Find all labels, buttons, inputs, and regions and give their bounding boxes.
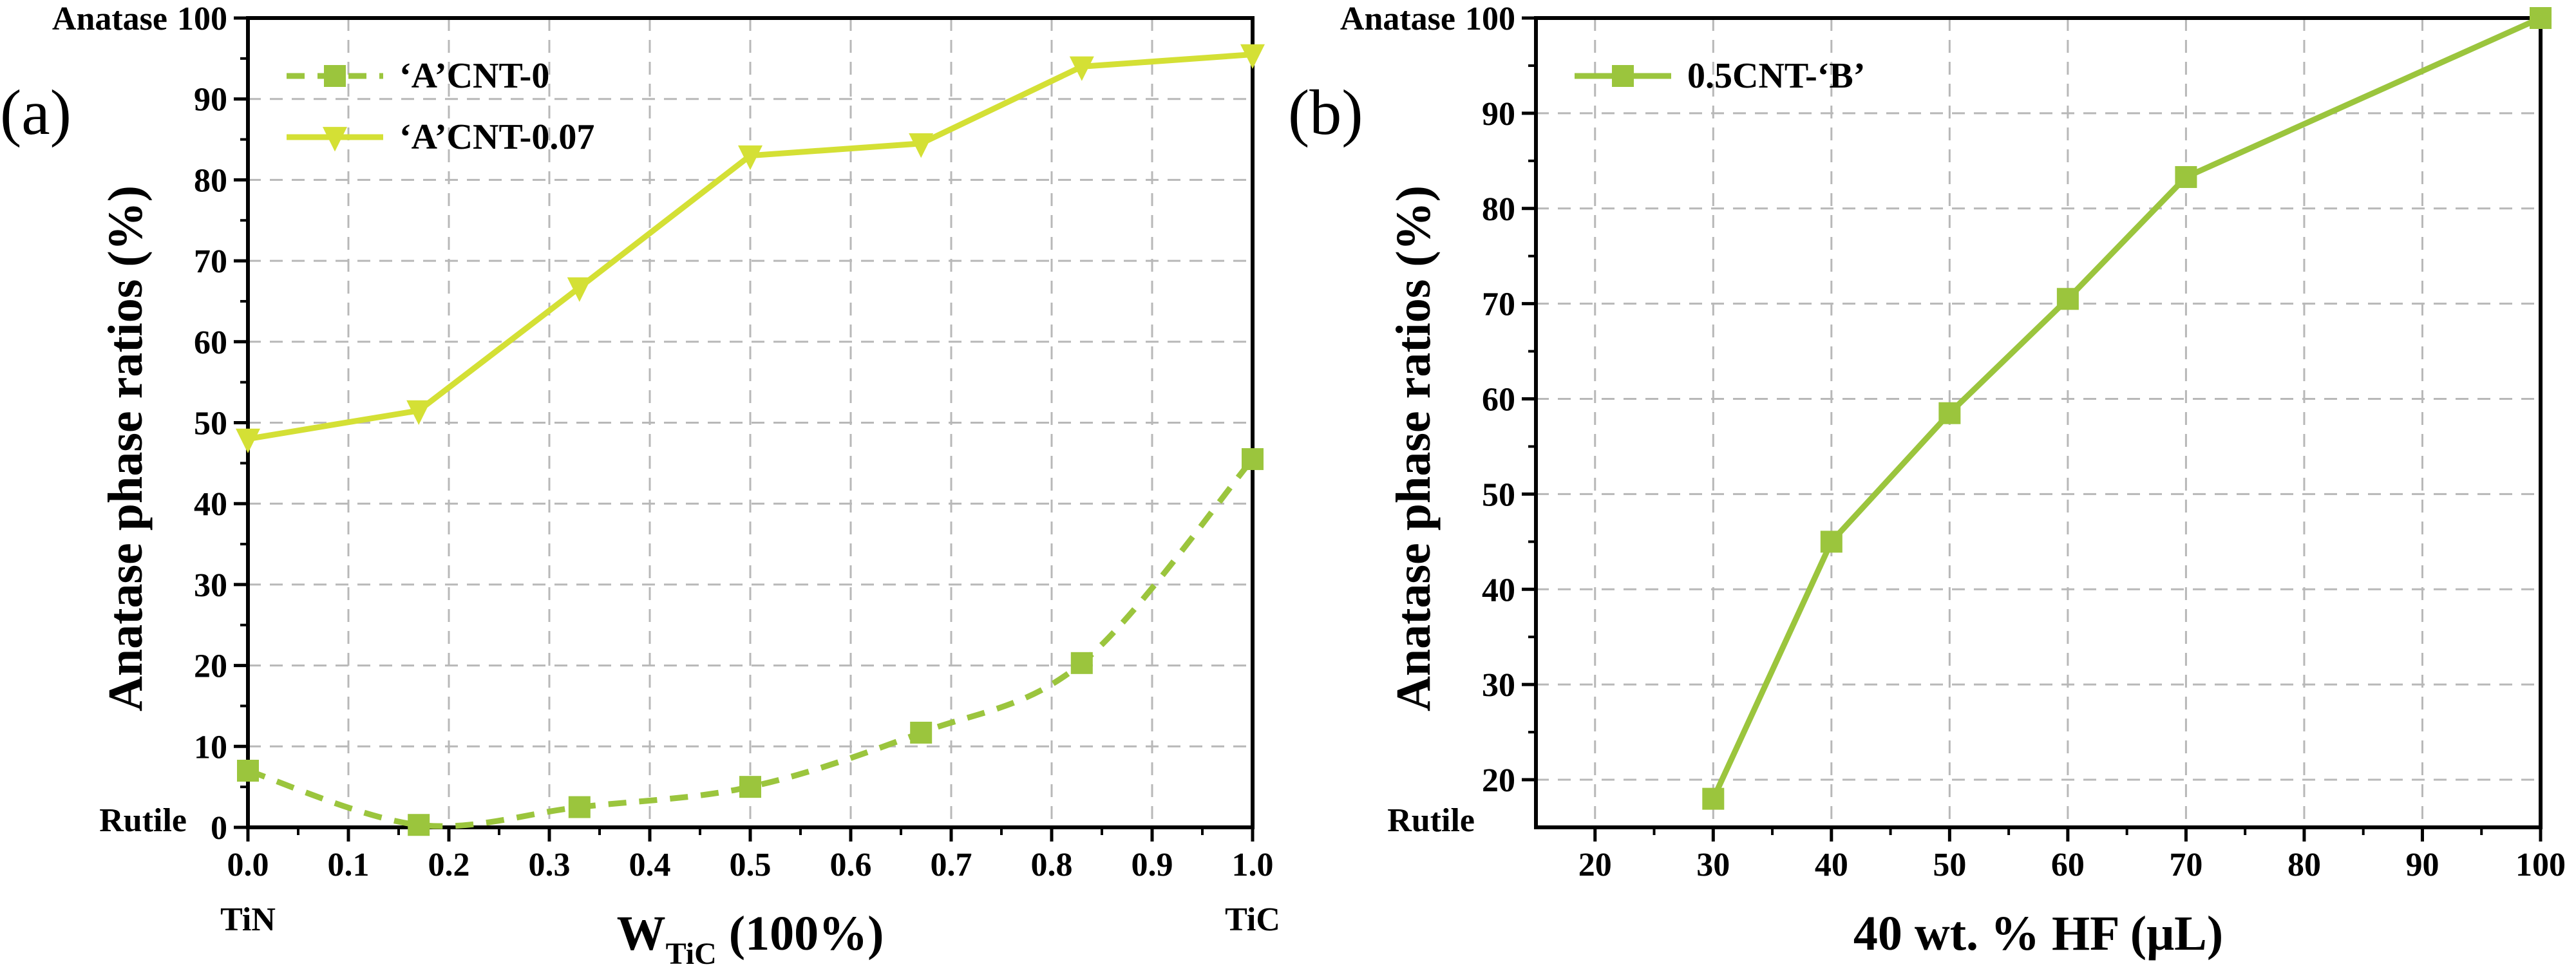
x-tick-label: 100: [2515, 847, 2566, 883]
y-tick-label: 70: [1482, 287, 1515, 323]
y-tick-label: 40: [194, 486, 227, 523]
x-tick-label: 80: [2287, 847, 2321, 883]
data-point: [567, 277, 592, 302]
data-point: [739, 776, 761, 798]
data-point: [909, 133, 934, 158]
data-point: [1069, 56, 1094, 81]
y-top-label-anatase: Anatase: [1340, 1, 1455, 37]
data-point: [237, 760, 259, 782]
data-point: [236, 428, 260, 453]
data-point: [1240, 44, 1265, 69]
x-right-label-tic: TiC: [1225, 901, 1280, 938]
data-point: [2056, 288, 2079, 310]
panel-label: (b): [1288, 77, 1363, 148]
x-axis-title-main: W: [617, 907, 666, 961]
chart-panel-a: 0.0 0.1 0.2 0.3 0.4 0.5 0.6 0.7 0.8 0.9 1.0 0 10 20 30…: [0, 1, 1280, 969]
legend-label: ‘A’CNT-0.07: [399, 117, 594, 157]
y-tick-label: 80: [194, 162, 227, 199]
y-tick-label: 40: [1482, 572, 1515, 608]
legend-marker: [324, 65, 346, 87]
y-axis-title: Anatase phase ratios (%): [99, 185, 153, 711]
data-point: [738, 145, 762, 171]
x-left-label-tin: TiN: [220, 901, 276, 938]
x-tick-label: 1.0: [1232, 847, 1274, 883]
y-tick-label: 50: [194, 406, 227, 442]
y-top-label-anatase: Anatase: [52, 1, 167, 37]
y-tick-label: 10: [194, 729, 227, 766]
y-tick-label: 90: [1482, 96, 1515, 133]
data-point: [406, 400, 431, 425]
x-axis-title-unit: (100%): [717, 907, 884, 961]
y-tick-label: 60: [194, 325, 227, 361]
x-tick-label: 0.4: [629, 847, 671, 883]
data-point: [408, 814, 430, 836]
panel-label: (a): [0, 77, 71, 148]
x-axis-title-subscript: TiC: [666, 937, 717, 969]
data-point: [1242, 448, 1264, 471]
data-point: [1938, 402, 1961, 424]
y-tick-label: 90: [194, 82, 227, 118]
data-point: [2530, 7, 2552, 29]
x-tick-label: 0.5: [730, 847, 772, 883]
x-tick-label: 0.2: [428, 847, 470, 883]
series-1: [236, 44, 1265, 453]
legend-marker: [323, 127, 347, 152]
legend: 0.5CNT-‘B’: [1575, 56, 1865, 96]
x-tick-label: 0.1: [328, 847, 370, 883]
y-tick-label: 30: [194, 567, 227, 604]
legend: ‘A’CNT-0 ‘A’CNT-0.07: [287, 56, 594, 157]
data-point: [1820, 531, 1842, 553]
y-tick-label: 80: [1482, 191, 1515, 228]
y-tick-label: 0: [211, 810, 227, 847]
x-tick-label: 90: [2405, 847, 2439, 883]
y-tick-label: 100: [177, 1, 227, 37]
y-axis-title: Anatase phase ratios (%): [1387, 185, 1441, 711]
series-line: [247, 457, 1255, 829]
legend-marker: [1612, 65, 1634, 87]
x-tick-label: 0.6: [830, 847, 872, 883]
x-tick-label: 50: [1933, 847, 1966, 883]
series-0: [1702, 7, 2552, 810]
y-tick-label: 50: [1482, 476, 1515, 513]
data-point: [1702, 787, 1725, 810]
x-tick-label: 0.8: [1031, 847, 1073, 883]
data-point: [568, 796, 591, 818]
legend-label: 0.5CNT-‘B’: [1687, 56, 1865, 96]
x-axis-title: WTiC (100%): [617, 907, 884, 969]
y-tick-label: 20: [1482, 762, 1515, 799]
y-bottom-label-rutile: Rutile: [99, 802, 187, 839]
x-tick-label: 40: [1815, 847, 1848, 883]
y-tick-label: 20: [194, 648, 227, 685]
data-point: [910, 721, 933, 744]
y-bottom-label-rutile: Rutile: [1387, 802, 1475, 839]
data-point: [1070, 652, 1093, 674]
y-tick-label: 30: [1482, 667, 1515, 704]
series-line: [1710, 15, 2542, 800]
y-tick-label: 70: [194, 243, 227, 280]
series-0: [237, 448, 1264, 836]
x-axis-title: 40 wt. % HF (μL): [1853, 907, 2223, 961]
x-tick-label: 60: [2051, 847, 2085, 883]
plot-frame: [1534, 16, 2543, 829]
y-tick-label: 100: [1465, 1, 1515, 37]
legend-label: ‘A’CNT-0: [399, 56, 549, 96]
x-tick-label: 30: [1696, 847, 1730, 883]
x-tick-label: 0.9: [1132, 847, 1173, 883]
x-tick-label: 0.7: [931, 847, 972, 883]
y-tick-label: 60: [1482, 382, 1515, 419]
data-point: [2175, 165, 2197, 188]
chart-panel-b: 20 30 40 50 60 70 80 90 100 20 30 40 50 60 70 80 90 100 An…: [1288, 1, 2566, 961]
x-tick-label: 20: [1578, 847, 1612, 883]
x-tick-label: 0.3: [529, 847, 571, 883]
x-tick-label: 70: [2169, 847, 2202, 883]
x-tick-label: 0.0: [227, 847, 269, 883]
